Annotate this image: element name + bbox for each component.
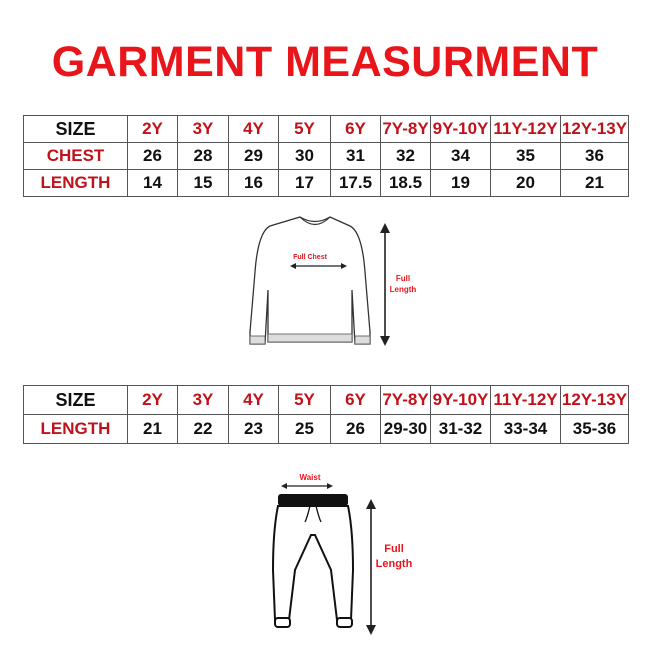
page-title: GARMENT MEASURMENT bbox=[51, 38, 599, 86]
row-label: CHEST bbox=[23, 142, 128, 170]
size-cell: 11Y-12Y bbox=[490, 115, 561, 143]
size-row: SIZE 2Y 3Y 4Y 5Y 6Y 7Y-8Y 9Y-10Y 11Y-12Y… bbox=[23, 115, 629, 143]
value-cell: 31 bbox=[330, 142, 381, 170]
length-row: LENGTH 14 15 16 17 17.5 18.5 19 20 21 bbox=[23, 169, 629, 197]
size-cell: 5Y bbox=[278, 115, 331, 143]
value-cell: 26 bbox=[330, 414, 381, 444]
size-cell: 7Y-8Y bbox=[380, 385, 431, 415]
value-cell: 36 bbox=[560, 142, 629, 170]
value-cell: 29-30 bbox=[380, 414, 431, 444]
size-cell: 9Y-10Y bbox=[430, 115, 491, 143]
size-cell: 2Y bbox=[127, 385, 178, 415]
value-cell: 28 bbox=[177, 142, 229, 170]
sweater-illustration bbox=[249, 216, 390, 346]
row-label: LENGTH bbox=[23, 414, 128, 444]
value-cell: 20 bbox=[490, 169, 561, 197]
size-cell: 4Y bbox=[228, 385, 279, 415]
value-cell: 17 bbox=[278, 169, 331, 197]
value-cell: 23 bbox=[228, 414, 279, 444]
value-cell: 18.5 bbox=[380, 169, 431, 197]
value-cell: 31-32 bbox=[430, 414, 491, 444]
size-cell: 6Y bbox=[330, 385, 381, 415]
value-cell: 21 bbox=[560, 169, 629, 197]
length-row: LENGTH 21 22 23 25 26 29-30 31-32 33-34 … bbox=[23, 414, 629, 444]
size-cell: 7Y-8Y bbox=[380, 115, 431, 143]
value-cell: 22 bbox=[177, 414, 229, 444]
bottom-size-table: SIZE 2Y 3Y 4Y 5Y 6Y 7Y-8Y 9Y-10Y 11Y-12Y… bbox=[23, 385, 629, 444]
value-cell: 35-36 bbox=[560, 414, 629, 444]
size-cell: 12Y-13Y bbox=[560, 385, 629, 415]
full-chest-label: Full Chest bbox=[293, 254, 327, 261]
top-size-table: SIZE 2Y 3Y 4Y 5Y 6Y 7Y-8Y 9Y-10Y 11Y-12Y… bbox=[23, 115, 629, 197]
size-cell: 6Y bbox=[330, 115, 381, 143]
size-cell: 2Y bbox=[127, 115, 178, 143]
size-cell: 9Y-10Y bbox=[430, 385, 491, 415]
size-cell: 5Y bbox=[278, 385, 331, 415]
size-cell: 4Y bbox=[228, 115, 279, 143]
value-cell: 16 bbox=[228, 169, 279, 197]
full-length-line1: Full bbox=[384, 543, 404, 555]
value-cell: 15 bbox=[177, 169, 229, 197]
full-length-label: Full Length bbox=[372, 542, 416, 572]
size-cell: 11Y-12Y bbox=[490, 385, 561, 415]
pants-illustration bbox=[271, 483, 376, 635]
size-header: SIZE bbox=[23, 385, 128, 415]
value-cell: 29 bbox=[228, 142, 279, 170]
value-cell: 19 bbox=[430, 169, 491, 197]
value-cell: 14 bbox=[127, 169, 178, 197]
full-length-label: Full Length bbox=[388, 273, 418, 295]
length-arrow-icon bbox=[366, 499, 376, 635]
size-row: SIZE 2Y 3Y 4Y 5Y 6Y 7Y-8Y 9Y-10Y 11Y-12Y… bbox=[23, 385, 629, 415]
value-cell: 21 bbox=[127, 414, 178, 444]
length-arrow-icon bbox=[380, 223, 390, 346]
size-cell: 3Y bbox=[177, 385, 229, 415]
waist-arrow-icon bbox=[281, 483, 333, 489]
size-cell: 3Y bbox=[177, 115, 229, 143]
value-cell: 25 bbox=[278, 414, 331, 444]
size-cell: 12Y-13Y bbox=[560, 115, 629, 143]
value-cell: 30 bbox=[278, 142, 331, 170]
size-header: SIZE bbox=[23, 115, 128, 143]
value-cell: 32 bbox=[380, 142, 431, 170]
full-length-line2: Length bbox=[375, 558, 413, 570]
chest-row: CHEST 26 28 29 30 31 32 34 35 36 bbox=[23, 142, 629, 170]
full-length-line2: Length bbox=[389, 285, 417, 294]
row-label: LENGTH bbox=[23, 169, 128, 197]
value-cell: 26 bbox=[127, 142, 178, 170]
value-cell: 17.5 bbox=[330, 169, 381, 197]
chest-arrow-icon bbox=[290, 263, 347, 269]
full-length-line1: Full bbox=[395, 274, 411, 283]
value-cell: 33-34 bbox=[490, 414, 561, 444]
value-cell: 34 bbox=[430, 142, 491, 170]
value-cell: 35 bbox=[490, 142, 561, 170]
waist-label: Waist bbox=[299, 473, 321, 482]
